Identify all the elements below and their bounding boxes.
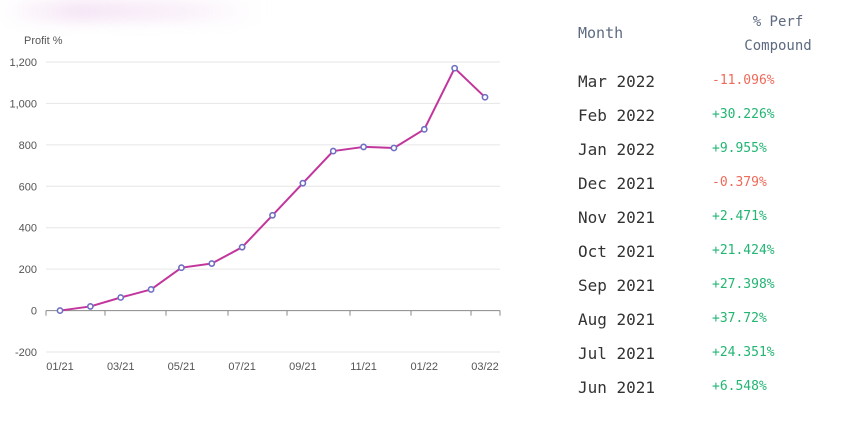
row-perf: +2.471% <box>712 209 767 224</box>
row-month: Nov 2021 <box>578 208 656 227</box>
row-month: Oct 2021 <box>578 242 656 261</box>
row-month: Dec 2021 <box>578 174 656 193</box>
blurred-banner <box>0 0 260 22</box>
y-tick-label: 1,000 <box>9 98 37 110</box>
row-perf: -0.379% <box>712 175 767 190</box>
data-point[interactable] <box>269 211 276 219</box>
row-month: Jul 2021 <box>578 344 656 363</box>
data-point[interactable] <box>178 264 185 272</box>
row-month: Jan 2022 <box>578 140 656 159</box>
table-row: Dec 2021 -0.379% <box>578 174 838 208</box>
header-perf-line2: Compound <box>744 38 812 54</box>
data-point[interactable] <box>329 147 337 155</box>
data-point[interactable] <box>86 303 94 310</box>
row-perf: +24.351% <box>712 345 775 360</box>
table-row: Nov 2021 +2.471% <box>578 208 838 242</box>
y-tick-label: 800 <box>19 140 37 152</box>
row-perf: +27.398% <box>712 277 775 292</box>
y-axis-label: Profit % <box>24 35 63 47</box>
table-row: Jan 2022 +9.955% <box>578 140 838 174</box>
series-profit <box>56 64 489 314</box>
table-row: Oct 2021 +21.424% <box>578 242 838 276</box>
y-axis-ticks: 1,200 1,000 800 600 400 200 0 -200 <box>9 57 37 359</box>
y-tick-label: 1,200 <box>9 57 37 69</box>
data-point[interactable] <box>451 64 459 72</box>
data-point[interactable] <box>420 125 428 133</box>
row-perf: +9.955% <box>712 141 767 156</box>
row-month: Sep 2021 <box>578 276 656 295</box>
table-row: Jun 2021 +6.548% <box>578 378 838 412</box>
table-row: Mar 2022 -11.096% <box>578 72 838 106</box>
table-row: Jul 2021 +24.351% <box>578 344 838 378</box>
y-tick-label: -200 <box>15 347 37 359</box>
x-tick-label: 09/21 <box>289 361 317 373</box>
x-tick-label: 01/22 <box>411 361 439 373</box>
y-tick-label: 600 <box>19 181 37 193</box>
row-month: Mar 2022 <box>578 72 656 91</box>
y-tick-label: 0 <box>31 306 37 318</box>
data-point[interactable] <box>208 260 216 267</box>
data-point[interactable] <box>147 286 155 293</box>
y-tick-label: 200 <box>19 264 37 276</box>
row-perf: +30.226% <box>712 107 775 122</box>
data-point[interactable] <box>481 93 489 101</box>
row-month: Jun 2021 <box>578 378 656 397</box>
data-point[interactable] <box>299 179 307 187</box>
data-point[interactable] <box>390 144 398 152</box>
data-point[interactable] <box>56 307 64 314</box>
x-tick-label: 07/21 <box>228 361 256 373</box>
table-row: Sep 2021 +27.398% <box>578 276 838 310</box>
row-perf: -11.096% <box>712 73 775 88</box>
x-tick-label: 11/21 <box>350 361 377 373</box>
header-perf-line1: % Perf <box>752 14 804 30</box>
row-month: Aug 2021 <box>578 310 656 329</box>
y-tick-label: 400 <box>19 223 37 235</box>
data-point[interactable] <box>360 143 367 151</box>
row-perf: +37.72% <box>712 311 767 326</box>
x-tick-label: 03/22 <box>471 361 499 373</box>
profit-line-chart: 1,200 1,000 800 600 400 200 0 -200 01/21 03/21 05… <box>9 35 501 373</box>
x-tick-label: 05/21 <box>168 361 196 373</box>
row-perf: +21.424% <box>712 243 775 258</box>
header-perf-compound: % Perf Compound <box>728 10 828 58</box>
row-perf: +6.548% <box>712 379 767 394</box>
data-point[interactable] <box>117 294 125 301</box>
x-axis-ticks: 01/21 03/21 05/21 07/21 09/21 11/21 01/22 03/22 <box>45 310 501 373</box>
header-month: Month <box>578 24 624 42</box>
data-point[interactable] <box>238 243 246 251</box>
grid-lines <box>46 61 500 353</box>
table-row: Feb 2022 +30.226% <box>578 106 838 140</box>
x-tick-label: 03/21 <box>107 361 135 373</box>
series-line <box>59 67 486 312</box>
table-row: Aug 2021 +37.72% <box>578 310 838 344</box>
row-month: Feb 2022 <box>578 106 656 125</box>
x-tick-label: 01/21 <box>46 361 74 373</box>
